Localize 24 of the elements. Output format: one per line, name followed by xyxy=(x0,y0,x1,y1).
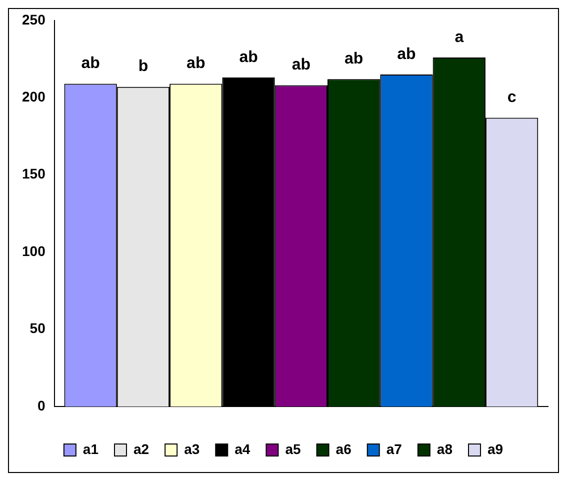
y-tick-label: 0 xyxy=(38,397,46,414)
legend-label: a1 xyxy=(82,440,99,457)
y-tick-label: 250 xyxy=(22,11,46,28)
data-label: a xyxy=(454,28,464,46)
legend-label: a2 xyxy=(133,440,150,457)
legend-label: a3 xyxy=(184,440,200,457)
legend-label: a9 xyxy=(488,440,504,457)
data-label: ab xyxy=(186,55,206,72)
legend-label: a5 xyxy=(285,440,301,457)
data-label: ab xyxy=(292,56,311,74)
data-label: c xyxy=(507,89,516,106)
data-label: ab xyxy=(81,55,100,72)
data-label: ab xyxy=(344,50,364,68)
legend-label: a6 xyxy=(336,440,352,457)
data-label: b xyxy=(138,58,148,76)
legend-label: a8 xyxy=(436,440,453,457)
y-tick-label: 100 xyxy=(22,242,46,259)
y-tick-label: 150 xyxy=(22,166,46,182)
y-tick-label: 50 xyxy=(30,320,46,336)
data-label: ab xyxy=(397,46,416,63)
data-label: ab xyxy=(239,48,258,66)
legend-label: a7 xyxy=(386,440,402,457)
y-tick-label: 200 xyxy=(22,88,46,104)
legend-label: a4 xyxy=(234,440,250,457)
